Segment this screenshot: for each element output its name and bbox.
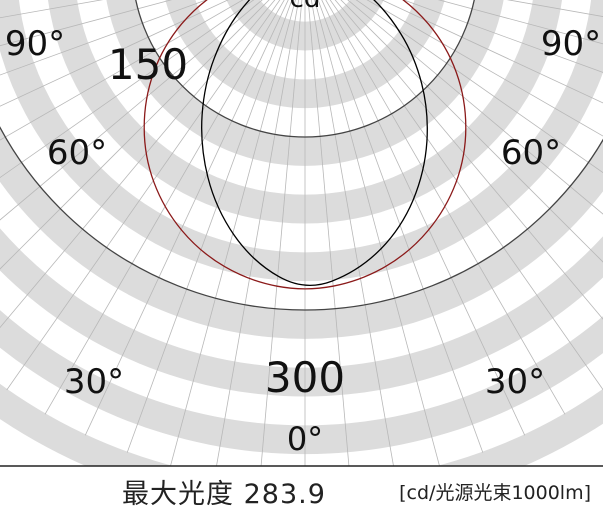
ring-300 [0,125,603,311]
unit-label: [cd/光源光束1000lm] [399,482,591,504]
ring-150 [135,0,475,138]
angle-spoke [310,0,394,466]
angle-spoke [381,0,603,104]
angle-spoke [0,0,244,141]
intensity-curve-2 [143,0,467,290]
angle-spoke [170,0,296,466]
angle-spoke [321,0,526,436]
angle-spoke [347,0,603,215]
angle-spoke [0,0,229,107]
angle-spoke [334,0,603,320]
angle-label-left-60: 60° [47,133,107,173]
intensity-curve-1 [201,0,428,286]
polar-intensity-chart: cd 150 300 90° 60° 30° 90° 60° 30° 0° [0,0,603,467]
angle-spoke [0,0,270,270]
angle-spoke [0,0,276,329]
angle-spoke [317,0,484,453]
angle-spoke [126,0,293,453]
caption-bar: 最大光度 283.9 [cd/光源光束1000lm] [0,470,603,510]
angle-spoke [307,0,350,466]
angle-spoke [216,0,300,466]
angle-spoke [340,0,603,263]
angle-spoke [506,0,603,17]
angle-spoke [314,0,440,466]
angle-spoke [355,0,603,174]
ring-label-300: 300 [265,353,345,402]
major-rings [0,0,603,311]
angle-spoke [0,0,104,19]
angle-label-right-90: 90° [541,24,601,64]
angle-spoke [0,0,255,179]
angle-spoke [402,0,603,73]
angle-spoke [44,0,285,415]
angle-spoke [366,0,603,137]
radial-bands [0,0,603,466]
angle-spokes [0,0,603,466]
max-intensity-title: 最大光度 [122,479,234,510]
intensity-curves [143,0,467,290]
angle-spoke [6,0,281,391]
max-intensity-value: 283.9 [243,479,326,510]
ring-label-150: 150 [108,40,188,89]
unit-cd-label: cd [290,0,321,14]
angle-spoke [0,0,208,76]
angle-spoke [0,0,173,47]
angle-label-right-30: 30° [485,362,545,402]
angle-spoke [260,0,303,466]
angle-spoke [0,0,263,221]
angle-label-left-90: 90° [5,24,65,64]
angle-spoke [437,0,603,45]
max-intensity-label: 最大光度 283.9 [122,472,326,511]
angle-spoke [325,0,566,415]
angle-label-0: 0° [287,420,323,458]
angle-spoke [329,0,603,391]
angle-label-right-60: 60° [501,133,561,173]
angle-spoke [84,0,289,436]
angle-label-left-30: 30° [64,362,124,402]
